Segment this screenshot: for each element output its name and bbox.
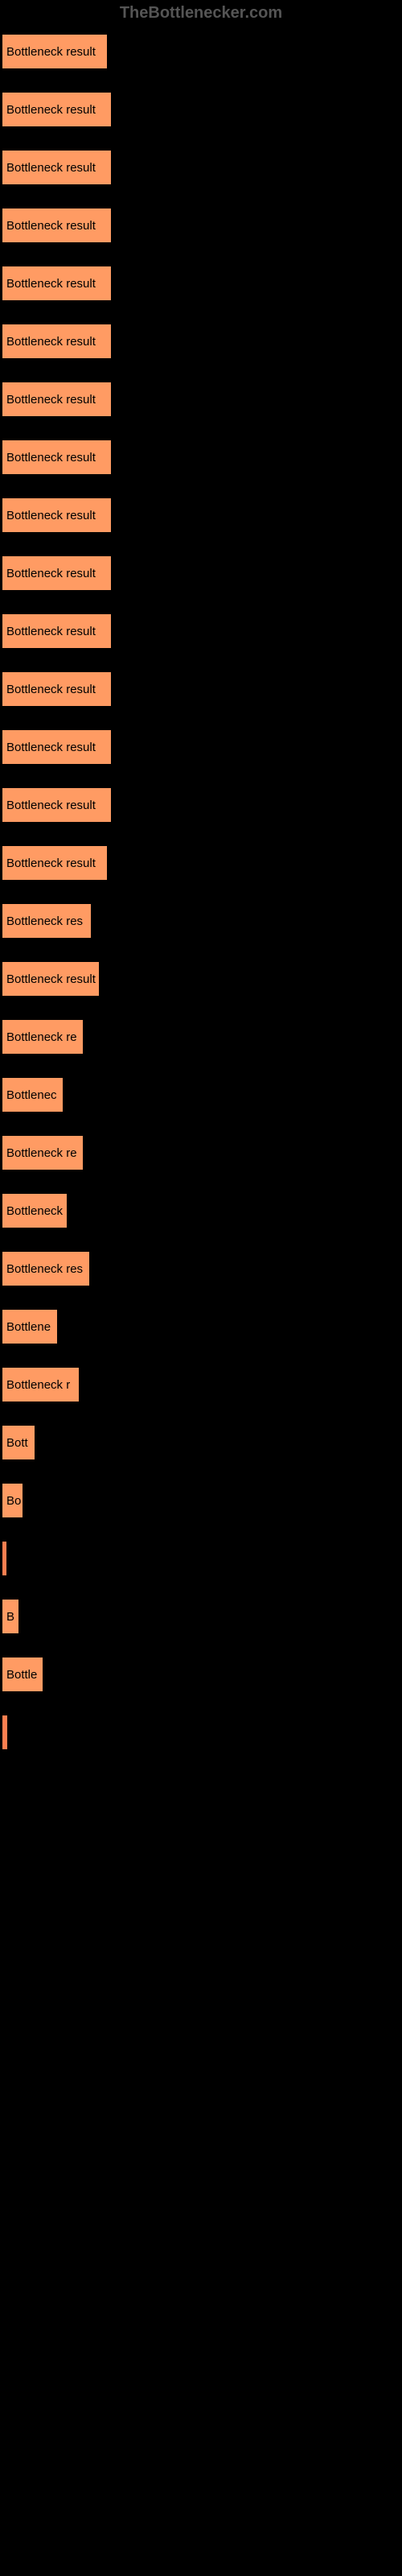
bar-row: Bottleneck re <box>2 1136 402 1170</box>
bar-row: Bottleneck result <box>2 208 402 242</box>
bar: Bottleneck result <box>2 93 111 126</box>
bar: Bottleneck result <box>2 151 111 184</box>
bar: Bottleneck result <box>2 962 99 996</box>
bar: Bottleneck res <box>2 1252 89 1286</box>
bar: Bottle <box>2 1657 43 1691</box>
bar: Bottleneck result <box>2 382 111 416</box>
bar-row: Bottleneck result <box>2 440 402 474</box>
bar-row: Bottleneck re <box>2 1020 402 1054</box>
bar: Bo <box>2 1484 23 1517</box>
bar-row: Bottleneck result <box>2 962 402 996</box>
bar: Bottlenec <box>2 1078 63 1112</box>
bar: Bottleneck result <box>2 614 111 648</box>
bar-row: Bo <box>2 1484 402 1517</box>
bar: Bottleneck result <box>2 730 111 764</box>
bar: Bottleneck result <box>2 440 111 474</box>
bar: Bottleneck re <box>2 1136 83 1170</box>
bar-row: Bottleneck result <box>2 382 402 416</box>
bar: Bottleneck result <box>2 846 107 880</box>
bar-row <box>2 1715 402 1749</box>
bar <box>2 1542 6 1575</box>
bar: B <box>2 1600 18 1633</box>
bar-row <box>2 1542 402 1575</box>
bar-row: Bottleneck result <box>2 846 402 880</box>
bar-chart: Bottleneck result Bottleneck result Bottle… <box>0 35 402 1749</box>
bar-row: Bottleneck result <box>2 788 402 822</box>
bar-row: Bottlene <box>2 1310 402 1344</box>
bar-row: Bottleneck result <box>2 324 402 358</box>
bar-row: Bottleneck result <box>2 266 402 300</box>
bar-row: Bottleneck res <box>2 1252 402 1286</box>
bar-row: Bottleneck <box>2 1194 402 1228</box>
bar-row: Bottleneck result <box>2 556 402 590</box>
bar-row: Bottleneck r <box>2 1368 402 1402</box>
bar-row: Bottleneck result <box>2 151 402 184</box>
bar: Bott <box>2 1426 35 1459</box>
bar: Bottleneck result <box>2 324 111 358</box>
bar-row: Bottleneck result <box>2 672 402 706</box>
bar: Bottleneck result <box>2 35 107 68</box>
bar-row: B <box>2 1600 402 1633</box>
bar: Bottleneck r <box>2 1368 79 1402</box>
bar: Bottleneck result <box>2 672 111 706</box>
bar-row: Bottlenec <box>2 1078 402 1112</box>
bar: Bottleneck result <box>2 498 111 532</box>
bar: Bottleneck res <box>2 904 91 938</box>
bar: Bottlene <box>2 1310 57 1344</box>
bar-row: Bottleneck result <box>2 93 402 126</box>
bar <box>2 1715 7 1749</box>
bar-row: Bottleneck result <box>2 35 402 68</box>
bar: Bottleneck result <box>2 266 111 300</box>
bar-row: Bottleneck res <box>2 904 402 938</box>
bar-row: Bott <box>2 1426 402 1459</box>
bar-row: Bottleneck result <box>2 730 402 764</box>
bar: Bottleneck <box>2 1194 67 1228</box>
bar: Bottleneck re <box>2 1020 83 1054</box>
bar-row: Bottleneck result <box>2 614 402 648</box>
bar-row: Bottleneck result <box>2 498 402 532</box>
bar: Bottleneck result <box>2 556 111 590</box>
bar: Bottleneck result <box>2 208 111 242</box>
bar-row: Bottle <box>2 1657 402 1691</box>
watermark-text: TheBottlenecker.com <box>0 4 402 23</box>
bar: Bottleneck result <box>2 788 111 822</box>
